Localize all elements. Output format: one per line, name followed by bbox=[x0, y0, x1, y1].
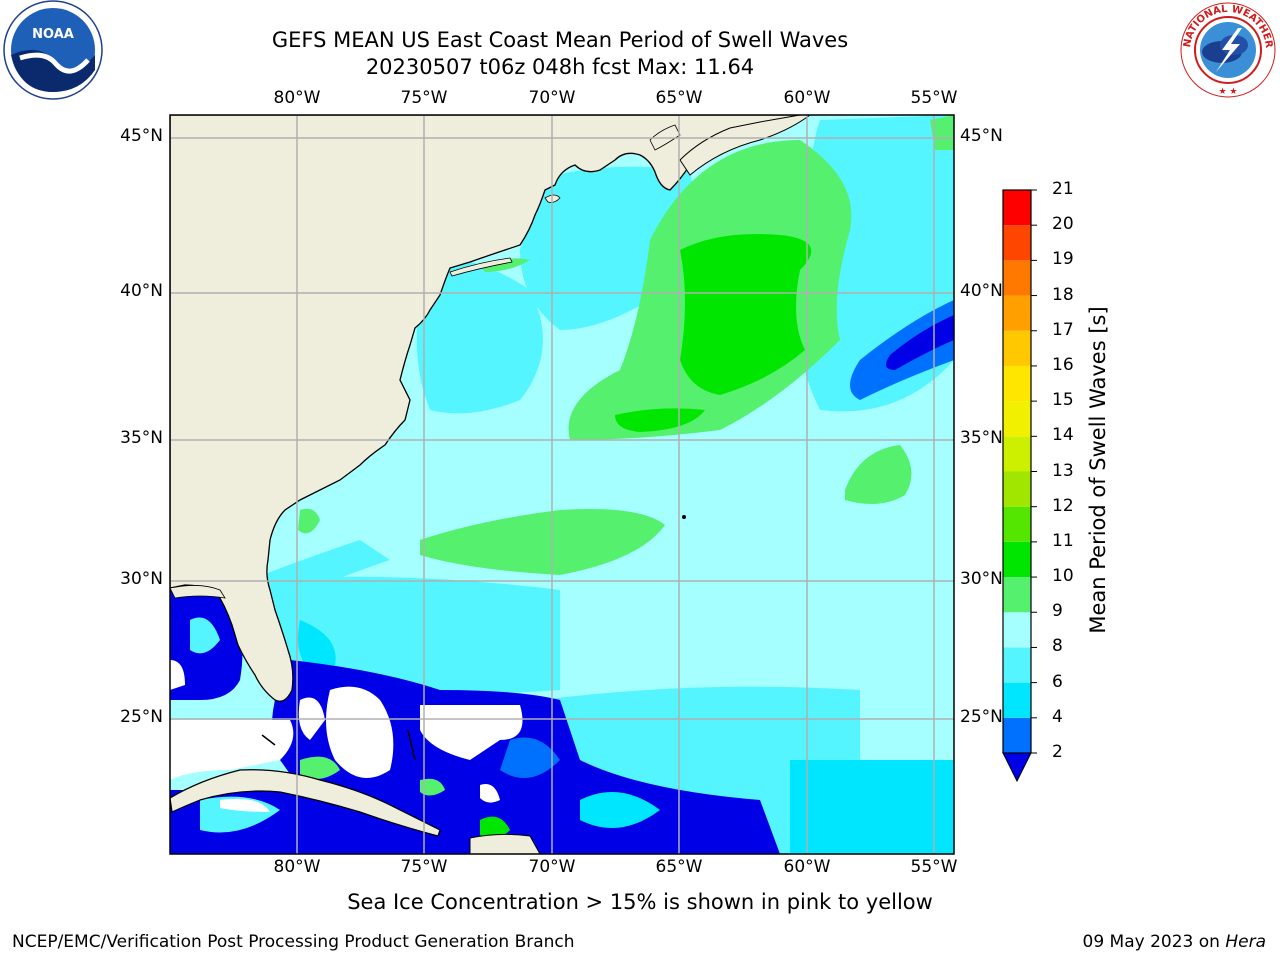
chart-title: GEFS MEAN US East Coast Mean Period of S… bbox=[271, 28, 849, 52]
noaa-logo-text: NOAA bbox=[32, 27, 74, 42]
lon-label-top: 65°W bbox=[655, 88, 703, 108]
colorbar-segment bbox=[1003, 612, 1031, 648]
colorbar-tick-label: 19 bbox=[1052, 249, 1074, 270]
lat-label-right: 25°N bbox=[960, 707, 1003, 727]
lon-label-bottom: 80°W bbox=[273, 857, 321, 877]
lon-label-bottom: 70°W bbox=[528, 857, 576, 877]
colorbar-tick-label: 8 bbox=[1052, 636, 1063, 657]
colorbar-segment bbox=[1003, 717, 1031, 753]
lon-label-bottom: 60°W bbox=[783, 857, 831, 877]
lat-label-left: 35°N bbox=[120, 428, 163, 448]
lon-label-bottom: 55°W bbox=[910, 857, 958, 877]
sea-ice-note: Sea Ice Concentration > 15% is shown in … bbox=[347, 890, 933, 914]
colorbar-tick-label: 6 bbox=[1052, 671, 1063, 692]
colorbar-tick-label: 11 bbox=[1052, 530, 1074, 551]
colorbar-tick-label: 15 bbox=[1052, 390, 1074, 411]
colorbar-segment bbox=[1003, 365, 1031, 402]
colorbar-segment bbox=[1003, 682, 1031, 718]
footer-credit: NCEP/EMC/Verification Post Processing Pr… bbox=[12, 932, 575, 952]
colorbar-segment bbox=[1003, 506, 1031, 542]
land-cuba bbox=[170, 769, 441, 837]
colorbar-under-triangle bbox=[1002, 752, 1032, 783]
colorbar-tick-label: 17 bbox=[1052, 319, 1074, 340]
colorbar-segment bbox=[1003, 401, 1031, 437]
colorbar-tick-label: 21 bbox=[1052, 179, 1074, 199]
land-hispaniola bbox=[469, 833, 541, 854]
land-nova-scotia bbox=[679, 115, 811, 176]
lat-label-right: 30°N bbox=[960, 569, 1003, 589]
lon-label-bottom: 65°W bbox=[655, 857, 703, 877]
colorbar-tick-label: 10 bbox=[1052, 566, 1074, 587]
lon-label-top: 75°W bbox=[400, 88, 448, 108]
svg-text:★ ★: ★ ★ bbox=[1219, 87, 1238, 97]
colorbar-tick-label: 20 bbox=[1052, 214, 1074, 235]
noaa-logo-icon: NOAA bbox=[3, 0, 103, 100]
map-grid bbox=[170, 115, 954, 854]
colorbar-tick-label: 4 bbox=[1052, 706, 1063, 727]
colorbar-segment bbox=[1003, 577, 1031, 613]
colorbar-tick-label: 2 bbox=[1052, 742, 1063, 762]
lon-label-top: 60°W bbox=[783, 88, 831, 108]
colorbar-tick-label: 12 bbox=[1052, 495, 1074, 516]
colorbar-segment bbox=[1003, 471, 1031, 507]
colorbar-tick-label: 9 bbox=[1052, 601, 1063, 622]
lat-label-right: 40°N bbox=[960, 281, 1003, 301]
colorbar-segment bbox=[1003, 330, 1031, 366]
lon-label-bottom: 75°W bbox=[400, 857, 448, 877]
colorbar-segment bbox=[1003, 541, 1031, 578]
colorbar-segment bbox=[1003, 260, 1031, 296]
footer-date-text: 09 May 2023 on bbox=[1082, 932, 1226, 952]
footer-date: 09 May 2023 on Hera bbox=[1083, 932, 1267, 952]
colorbar-label: Mean Period of Swell Waves [s] bbox=[1086, 306, 1110, 634]
footer-host: Hera bbox=[1225, 932, 1266, 952]
nws-logo-icon: NATIONAL WEATHER SERVICE ★ ★ bbox=[1176, 0, 1276, 98]
colorbar-tick-label: 16 bbox=[1052, 354, 1074, 375]
land-north-america bbox=[170, 115, 802, 702]
colorbar-segment bbox=[1003, 190, 1031, 226]
colorbar-segment bbox=[1003, 436, 1031, 472]
lon-label-top: 80°W bbox=[273, 88, 321, 108]
colorbar-segment bbox=[1003, 225, 1031, 261]
colorbar-tick-label: 14 bbox=[1052, 425, 1074, 446]
colorbar-segment bbox=[1003, 647, 1031, 683]
lat-label-left: 25°N bbox=[120, 707, 163, 727]
lat-label-left: 40°N bbox=[120, 281, 163, 301]
map-field bbox=[170, 115, 954, 854]
lat-label-left: 45°N bbox=[120, 126, 163, 146]
colorbar-segment bbox=[1003, 295, 1031, 331]
lon-label-top: 55°W bbox=[910, 88, 958, 108]
chart-subtitle: 20230507 t06z 048h fcst Max: 11.64 bbox=[365, 55, 755, 79]
colorbar bbox=[1002, 189, 1037, 783]
colorbar-tick-label: 13 bbox=[1052, 460, 1074, 481]
lat-label-right: 45°N bbox=[960, 126, 1003, 146]
lon-label-top: 70°W bbox=[528, 88, 576, 108]
lat-label-left: 30°N bbox=[120, 569, 163, 589]
lat-label-right: 35°N bbox=[960, 428, 1003, 448]
colorbar-tick-label: 18 bbox=[1052, 284, 1074, 305]
map-frame bbox=[169, 114, 955, 855]
